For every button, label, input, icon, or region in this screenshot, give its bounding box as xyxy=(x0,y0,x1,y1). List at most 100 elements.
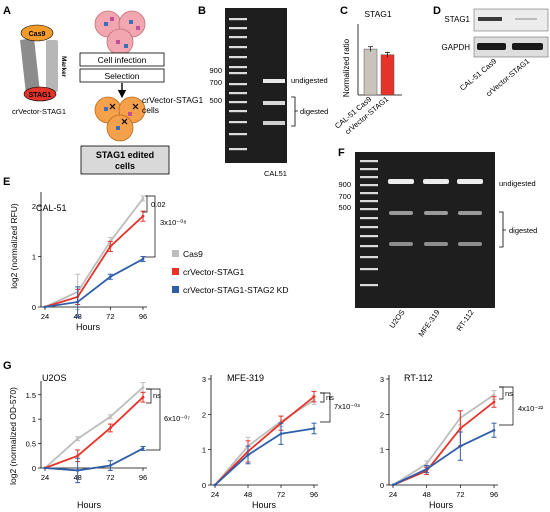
ladder-band xyxy=(360,268,378,271)
gel-b-lane-label: CAL51 xyxy=(264,169,287,178)
chart-g0-xtick-label: 96 xyxy=(139,473,147,482)
chart-g2-point xyxy=(492,393,496,397)
chart-g1-point xyxy=(279,432,283,436)
gel-b-ladder-500: 500 xyxy=(209,96,222,105)
ladder-band xyxy=(360,226,378,229)
chart-g2-xtick-label: 72 xyxy=(456,490,464,499)
chart-g1-xtick-label: 72 xyxy=(277,490,285,499)
chart-e-point xyxy=(108,245,112,248)
bar-0 xyxy=(363,48,378,96)
chart-g0-point xyxy=(108,415,112,419)
chart-g0-bracket-0 xyxy=(146,388,152,404)
gel-f-band-digested-1 xyxy=(458,211,482,215)
chart-g2-series-0 xyxy=(392,394,495,486)
chart-g1-title: MFE-319 xyxy=(227,373,264,383)
chart-g0-annotation-0: ns xyxy=(153,391,161,400)
chart-g2-point xyxy=(492,428,496,432)
plasmid-stag1 xyxy=(23,86,57,102)
chart-g2-ytick-label: 1 xyxy=(380,446,384,455)
chart-g2-point xyxy=(458,444,462,448)
chart-e-xlabel: Hours xyxy=(76,322,101,332)
ladder-band xyxy=(360,256,378,259)
chart-g2-xtick-label: 48 xyxy=(422,490,430,499)
ladder-band xyxy=(229,72,247,75)
chart-g2-ytick-label: 2 xyxy=(380,410,384,419)
chart-g0-ytick-label: 1 xyxy=(32,415,36,424)
gel-f-lane-1: MFE-319 xyxy=(417,308,442,338)
gel-f-band-digested-1 xyxy=(389,211,413,215)
pink-cells xyxy=(94,10,146,56)
chart-g0-point xyxy=(141,395,145,399)
chart-g1-ytick-label: 1 xyxy=(202,446,206,455)
ladder-band xyxy=(360,217,378,220)
plasmid-body xyxy=(20,38,40,94)
legend-swatch-1 xyxy=(172,268,179,275)
gel-f-ladder-700: 700 xyxy=(338,192,351,201)
panel-e-chart: CAL-51 log2 (normalized RFU) Hours 0.02 … xyxy=(9,192,289,332)
chart-g0-annotation-1: 6x10⁻⁰⁷ xyxy=(164,414,190,423)
ladder-band xyxy=(229,101,247,104)
gel-b-band-digested-1 xyxy=(263,101,285,105)
chart-g1-xtick-label: 48 xyxy=(244,490,252,499)
chart-g2-title: RT-112 xyxy=(404,373,433,383)
chart-g0-title: U2OS xyxy=(42,373,67,383)
chart-g0-xtick-label: 72 xyxy=(106,473,114,482)
chart-c-ylabel: Normalized ratio xyxy=(342,38,351,97)
gel-b-digested-label: digested xyxy=(300,107,328,116)
plasmid-stag1-label: STAG1 xyxy=(29,92,52,99)
panel-label-b: B xyxy=(198,5,206,17)
blot-gapdh-band-1 xyxy=(477,43,506,50)
gel-b-bracket xyxy=(291,96,298,127)
ladder-band xyxy=(229,36,247,39)
legend-label-2: crVector-STAG1-STAG2 KD xyxy=(183,285,289,295)
gel-b-ladder-900: 900 xyxy=(209,66,222,75)
chart-g2-point xyxy=(425,467,429,471)
chart-e-point xyxy=(141,197,145,200)
ladder-band xyxy=(229,56,247,59)
panel-label-c: C xyxy=(340,5,348,17)
cells-label-1: crVector-STAG1 xyxy=(142,95,204,105)
gel-f-digested-label: digested xyxy=(509,226,537,235)
chart-e-series-2 xyxy=(44,258,144,308)
cells-label-2: cells xyxy=(142,105,159,115)
step-selection xyxy=(79,68,165,83)
panel-a-schematic: Cas9 STAG1 Marker crVector-STAG1 Cell in… xyxy=(12,10,204,175)
chart-e-legend: Cas9 crVector-STAG1 crVector-STAG1-STAG2… xyxy=(172,249,289,295)
ladder-band xyxy=(360,284,378,287)
gel-f-band-undigested xyxy=(457,179,483,184)
chart-g0-point xyxy=(141,386,145,389)
gel-f-band-digested-1 xyxy=(424,211,448,215)
ladder-band xyxy=(229,92,247,95)
ladder-band xyxy=(360,235,378,238)
ladder-band xyxy=(229,148,247,151)
chart-g2-annotation-0: ns xyxy=(505,389,513,398)
chart-e-series-1 xyxy=(44,215,144,308)
blot-gapdh xyxy=(473,36,549,58)
ladder-band xyxy=(229,66,247,69)
chart-g2-point xyxy=(391,483,395,487)
chart-g2-ytick-label: 0 xyxy=(380,481,384,490)
chart-g0-point xyxy=(76,454,80,458)
chart-g2-bracket-1 xyxy=(499,386,514,426)
step-selection-label: Selection xyxy=(105,71,140,81)
chart-g1-bracket-1 xyxy=(320,392,331,423)
panel-label-d: D xyxy=(433,5,441,17)
gel-b-ladder-700: 700 xyxy=(209,78,222,87)
chart-e-point xyxy=(43,305,47,309)
chart-g2-bracket-0 xyxy=(499,386,504,400)
chart-e-title: CAL-51 xyxy=(36,203,67,213)
ladder-band xyxy=(229,27,247,30)
gel-b-band-digested-2 xyxy=(263,121,285,125)
chart-g0-point xyxy=(108,426,112,430)
chart-g1-xlabel: Hours xyxy=(252,500,277,510)
ladder-band xyxy=(360,176,378,179)
ladder-band xyxy=(360,208,378,211)
chart-e-ytick-label: 1 xyxy=(32,253,36,262)
gel-f-bracket xyxy=(499,211,506,248)
chart-e-annotation-1: 3x10⁻⁰⁸ xyxy=(160,218,186,227)
result-label-1: STAG1 edited xyxy=(96,150,154,160)
ladder-band xyxy=(229,83,247,86)
ladder-band xyxy=(360,168,378,171)
chart-g1-ytick-label: 3 xyxy=(202,375,206,384)
